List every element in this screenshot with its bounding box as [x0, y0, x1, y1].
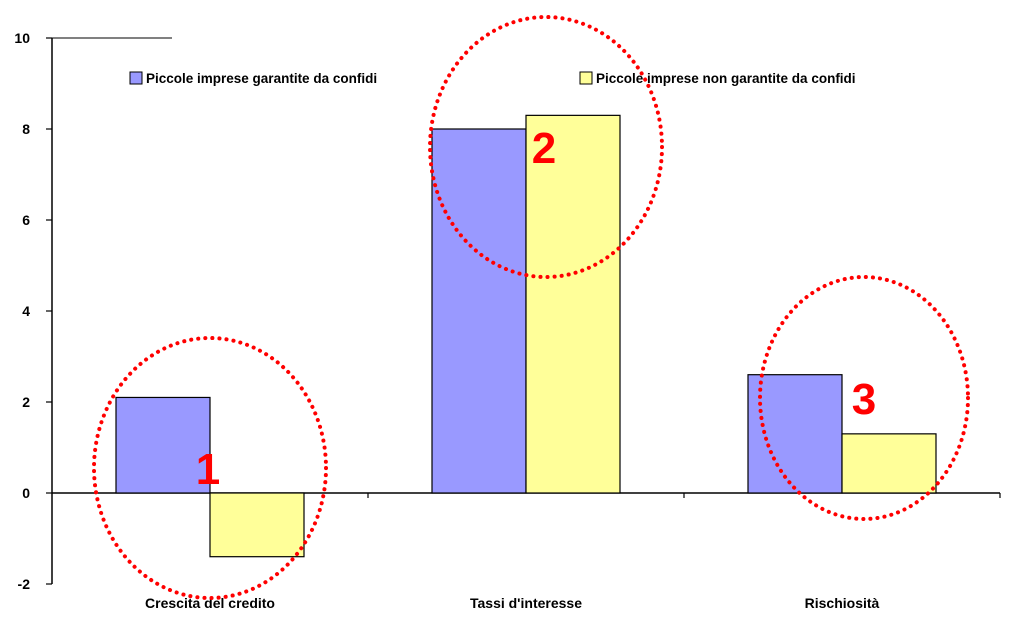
legend-swatch-0 [129, 71, 143, 85]
y-tick-label: 4 [22, 303, 30, 319]
x-category-label: Rischiosità [805, 595, 880, 611]
annotation-circle-2 [428, 15, 664, 279]
legend-label-1: Piccole imprese non garantite da confidi [596, 71, 856, 86]
x-category-label: Crescita del credito [145, 595, 275, 611]
annotation-circle-1 [92, 336, 328, 600]
y-tick-label: 2 [22, 394, 30, 410]
annotation-number-3: 3 [852, 375, 876, 424]
bar-guaranteed-2 [747, 374, 843, 494]
bar-not-guaranteed-1 [525, 114, 621, 494]
bar-not-guaranteed-0 [209, 492, 305, 558]
legend-swatch-1 [579, 71, 593, 85]
annotation-circle-3 [758, 275, 970, 521]
y-tick-label: 0 [22, 485, 30, 501]
x-category-label: Tassi d'interesse [470, 595, 582, 611]
bar-guaranteed-0 [115, 396, 211, 494]
y-tick-label: -2 [18, 576, 31, 592]
y-tick-label: 8 [22, 121, 30, 137]
bar-not-guaranteed-2 [841, 433, 937, 494]
annotation-number-1: 1 [196, 445, 220, 494]
y-tick-label: 6 [22, 212, 30, 228]
legend-label-0: Piccole imprese garantite da confidi [146, 71, 377, 86]
annotation-number-2: 2 [532, 124, 556, 173]
y-tick-label: 10 [14, 30, 30, 46]
bar-guaranteed-1 [431, 128, 527, 494]
